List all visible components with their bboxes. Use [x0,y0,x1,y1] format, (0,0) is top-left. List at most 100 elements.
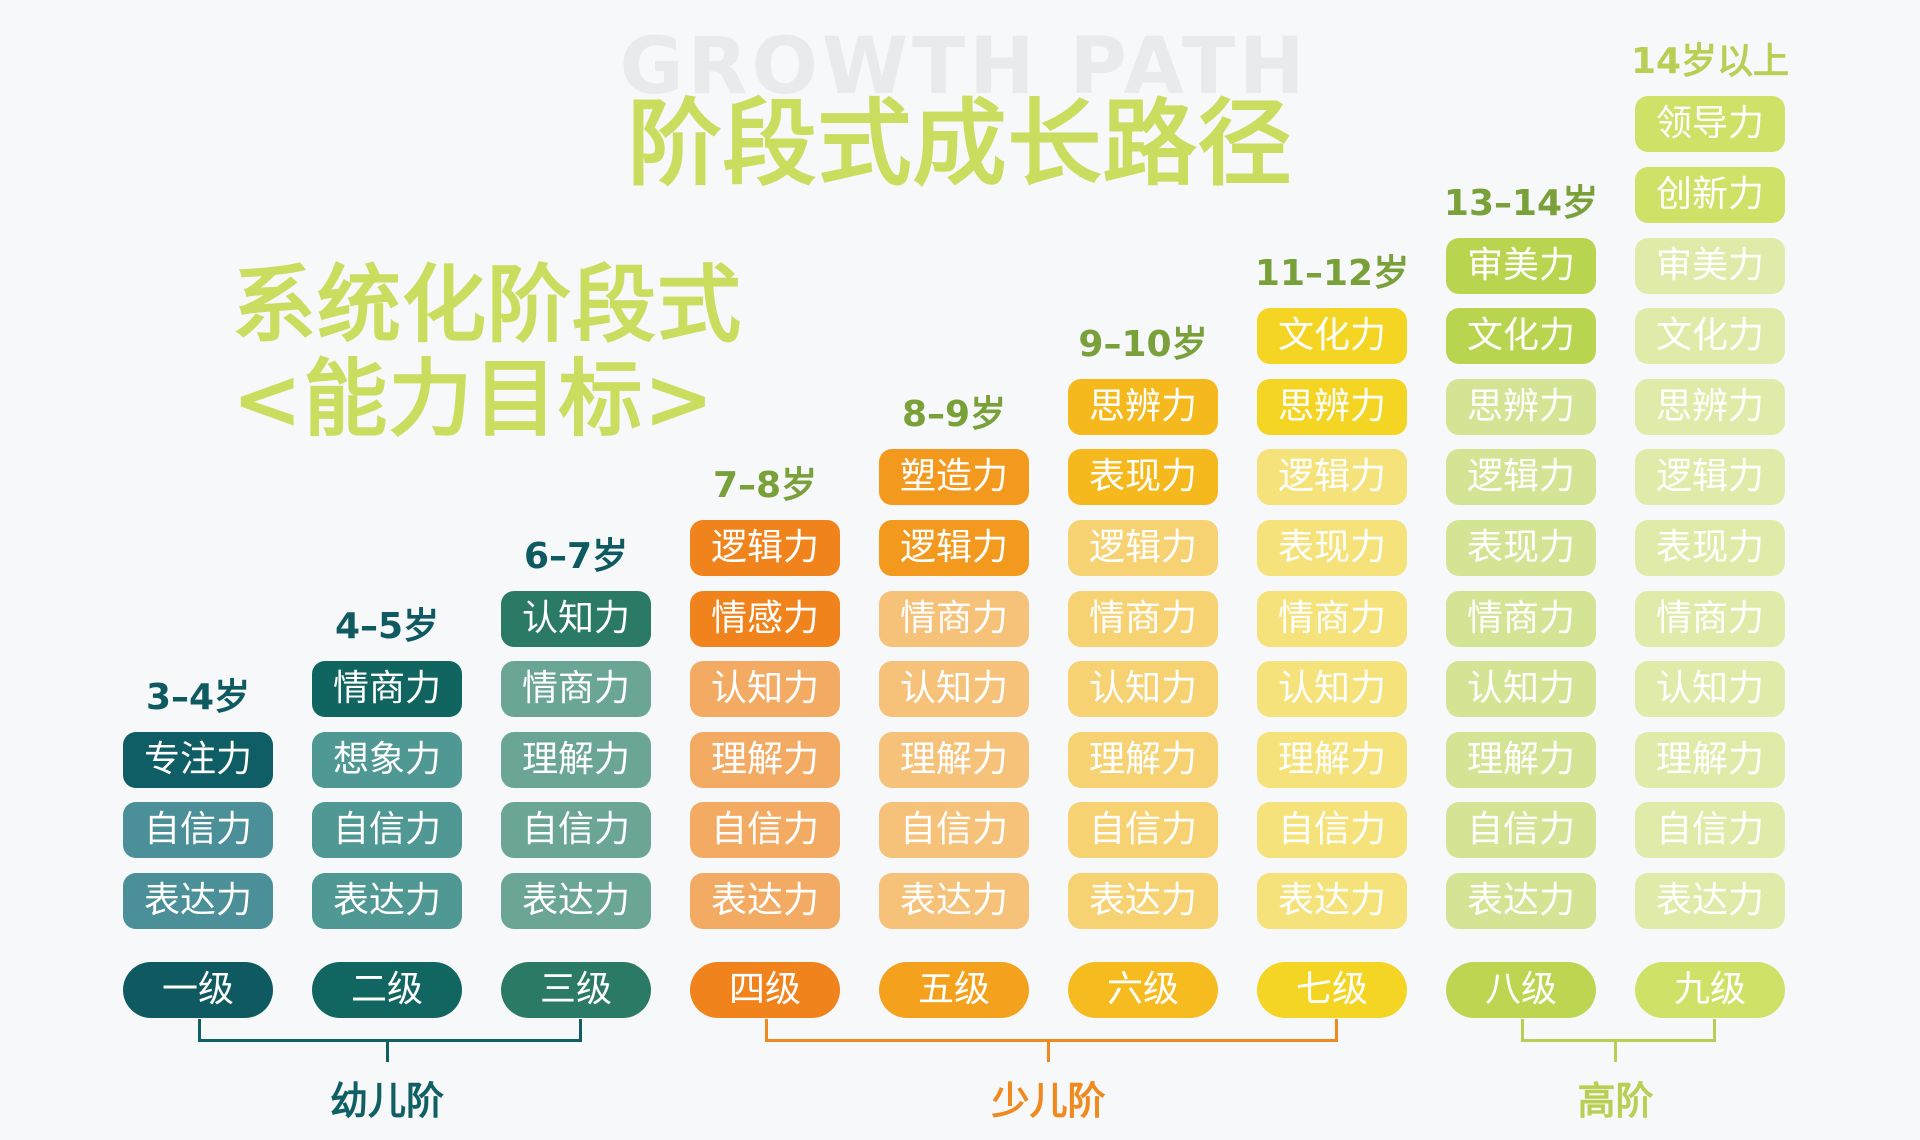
ability-pill: 逻辑力 [1257,449,1407,506]
level-badge: 六级 [1068,962,1218,1018]
level-column: 领导力 创新力 审美力 文化力 思辨力 逻辑力 表现力 情商力 认知力 理解力 自信力 表达力 14岁以… [1631,0,1789,1140]
ability-pill: 理解力 [1257,731,1407,788]
ability-pill: 情商力 [879,590,1029,647]
ability-pill: 思辨力 [1446,378,1596,435]
ability-pill: 情商力 [501,661,651,718]
ability-pill: 专注力 [123,731,273,788]
level-column: 逻辑力 情感力 认知力 理解力 自信力 表达力 7–8岁 四级 [690,0,840,1140]
ability-pill: 逻辑力 [1446,449,1596,506]
stage-bracket [765,1019,1338,1042]
ability-pill: 文化力 [1257,308,1407,365]
ability-pill: 自信力 [1068,802,1218,859]
level-badge: 一级 [123,962,273,1018]
ability-pill: 认知力 [501,590,651,647]
age-label: 13–14岁 [1443,182,1599,224]
subtitle-line-2: <能力目标> [232,350,715,448]
ability-pill: 情商力 [312,661,462,718]
stage-bracket [198,1019,582,1042]
ability-pill: 表达力 [1446,873,1596,929]
ability-pill: 逻辑力 [690,520,840,576]
watermark-text: GROWTH PATH [619,22,1309,112]
level-column: 情商力想象力自信力表达力 4–5岁二级 [312,0,462,1140]
ability-pill: 想象力 [312,731,462,788]
ability-pill: 认知力 [879,661,1029,718]
level-column: 塑造力逻辑力情商力认知力理解力自信力表达力 8–9岁五级 [879,0,1029,1140]
ability-pill: 情商力 [1635,590,1785,647]
level-badge: 二级 [312,962,462,1018]
stage-label: 少儿阶 [991,1079,1106,1123]
subtitle: 系统化阶段式 <能力目标> [232,258,742,446]
ability-pill: 审美力 [1635,237,1785,294]
ability-pill: 表现力 [1446,520,1596,576]
ability-pill: 认知力 [1257,661,1407,718]
ability-pill: 情商力 [1068,590,1218,647]
ability-pill: 理解力 [879,731,1029,788]
ability-pill: 逻辑力 [879,520,1029,576]
ability-pill: 表达力 [501,873,651,929]
page-title: 阶段式成长路径 [627,90,1293,199]
ability-pill: 表达力 [879,873,1029,929]
ability-pill: 自信力 [690,802,840,859]
age-label: 6–7岁 [523,535,629,577]
ability-pill: 表达力 [123,873,273,929]
ability-pill: 表现力 [1635,520,1785,576]
ability-pill: 表达力 [312,873,462,929]
ability-pill: 表达力 [1257,873,1407,929]
age-label: 7–8岁 [712,465,818,506]
level-badge: 八级 [1446,962,1596,1018]
ability-pill: 表现力 [1068,449,1218,506]
ability-pill: 认知力 [1635,661,1785,718]
ability-pill: 领导力 [1635,96,1785,153]
level-column: 审美力 文化力 思辨力 逻辑力 表现力 情商力 认知力 理解力 自信力 表达力 13–14岁 八级 [1444,0,1598,1140]
level-badge: 三级 [501,962,651,1018]
ability-pill: 思辨力 [1068,378,1218,435]
ability-pill: 文化力 [1446,308,1596,365]
level-badge: 九级 [1635,962,1785,1018]
ability-pill: 认知力 [1446,661,1596,718]
level-column: 认知力情商力理解力自信力表达力 6–7岁三级 [501,0,651,1140]
ability-pill: 理解力 [1446,731,1596,788]
ability-pill: 自信力 [1635,802,1785,859]
level-column: 思辨力表现力逻辑力情商力认知力理解力自信力表达力 9–10岁六级 [1068,0,1218,1140]
ability-pill: 表达力 [690,873,840,929]
ability-pill: 表达力 [1068,873,1218,929]
ability-pill: 理解力 [1068,731,1218,788]
ability-pill: 自信力 [123,802,273,859]
ability-pill: 情商力 [1257,590,1407,647]
ability-pill: 认知力 [690,661,840,718]
ability-pill: 自信力 [501,802,651,859]
stage-bracket-stem [1047,1040,1050,1062]
ability-pill: 自信力 [1257,802,1407,859]
ability-pill: 自信力 [312,802,462,859]
level-column: 文化力思辨力逻辑力表现力情商力认知力理解力自信力表达力 11–12岁七级 [1255,0,1409,1140]
ability-pill: 理解力 [690,731,840,788]
ability-pill: 自信力 [879,802,1029,859]
subtitle-line-1: 系统化阶段式 [232,256,743,354]
ability-pill: 塑造力 [879,449,1029,506]
ability-pill: 思辨力 [1635,378,1785,435]
level-column: 专注力自信力表达力 3–4岁一级 [123,0,273,1140]
stage-bracket [1521,1019,1716,1042]
ability-pill: 表现力 [1257,520,1407,576]
ability-pill: 逻辑力 [1068,520,1218,576]
ability-pill: 表达力 [1635,873,1785,929]
level-badge: 七级 [1257,962,1407,1018]
ability-pill: 思辨力 [1257,378,1407,435]
age-label: 11–12岁 [1254,253,1410,295]
age-label: 3–4岁 [145,676,251,718]
age-label: 9–10岁 [1078,323,1208,365]
age-label: 4–5岁 [334,606,440,648]
age-label: 8–9岁 [901,394,1007,436]
stage-label: 幼儿阶 [329,1079,444,1123]
ability-pill: 理解力 [1635,731,1785,788]
ability-pill: 逻辑力 [1635,449,1785,506]
ability-pill: 文化力 [1635,308,1785,365]
level-badge: 四级 [690,962,840,1018]
ability-pill: 认知力 [1068,661,1218,718]
ability-pill: 情商力 [1446,590,1596,647]
level-badge: 五级 [879,962,1029,1018]
ability-pill: 创新力 [1635,167,1785,223]
stage-bracket-stem [385,1040,389,1062]
ability-pill: 理解力 [501,731,651,788]
ability-pill: 自信力 [1446,802,1596,859]
